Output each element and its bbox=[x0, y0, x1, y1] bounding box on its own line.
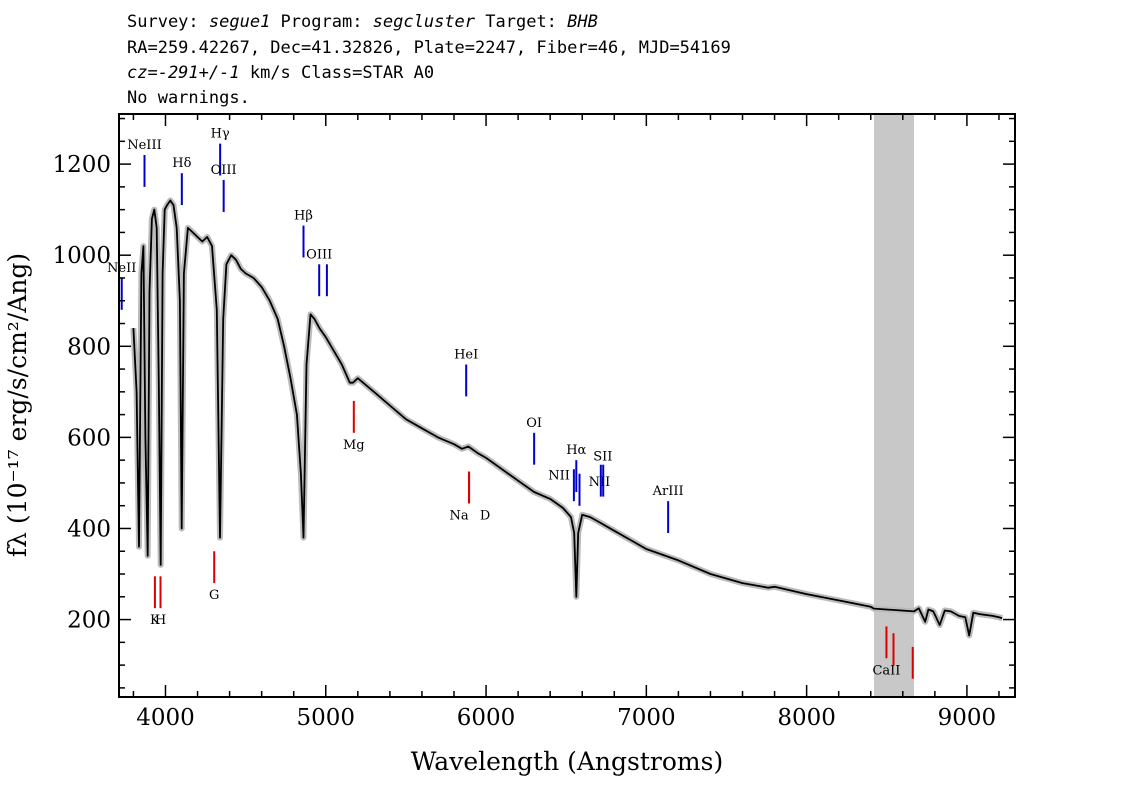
spectral-line-label: OIII bbox=[306, 247, 332, 262]
x-tick-label: 9000 bbox=[938, 705, 997, 731]
emission-absorption-lines: NeII NeIII Hδ Hγ OIII Hβ OIII HeI OI NII Hα NII SII A… bbox=[107, 127, 914, 679]
header-segment: Survey: bbox=[127, 12, 209, 32]
x-axis-label: Wavelength (Angstroms) bbox=[411, 747, 723, 776]
x-tick-label: 6000 bbox=[457, 705, 516, 731]
spectral-line-label: CaII bbox=[872, 663, 900, 678]
spectral-line-label: G bbox=[209, 588, 219, 603]
x-tick-label: 8000 bbox=[777, 705, 836, 731]
header-line-3: cz=-291+/-1 km/s Class=STAR A0 bbox=[127, 63, 434, 83]
header-segment: km/s Class=STAR A0 bbox=[240, 63, 434, 83]
plot-frame bbox=[118, 113, 1016, 698]
header-segment: Target: bbox=[475, 12, 567, 32]
y-tick-label: 1200 bbox=[52, 152, 111, 178]
header-segment: Program: bbox=[270, 12, 372, 32]
x-tick-label: 5000 bbox=[296, 705, 355, 731]
spectral-line-label: Hδ bbox=[172, 156, 191, 171]
spectral-line-label: ArIII bbox=[652, 484, 684, 499]
spectral-line-label: SII bbox=[593, 450, 612, 465]
spectral-line-label: Hβ bbox=[294, 209, 313, 224]
spectral-line-label: OI bbox=[526, 416, 542, 431]
spectrum-line bbox=[132, 199, 1003, 637]
spectral-line-label: NeIII bbox=[127, 138, 161, 153]
spectral-line-label: Mg bbox=[343, 438, 365, 453]
spectral-line-label: NII bbox=[548, 468, 570, 483]
y-tick-label: 200 bbox=[67, 608, 111, 634]
header-line-4: No warnings. bbox=[127, 88, 250, 108]
x-tick-label: 7000 bbox=[617, 705, 676, 731]
spectral-line-label: HeI bbox=[454, 348, 478, 363]
spectral-line-label: Hα bbox=[566, 443, 586, 458]
y-tick-label: 400 bbox=[67, 516, 111, 542]
spectral-line-label: H bbox=[155, 613, 166, 628]
spectrum-error-band bbox=[130, 197, 1004, 639]
spectral-line-label: OIII bbox=[211, 163, 237, 178]
masked-region bbox=[873, 114, 915, 697]
header-segment: segcluster bbox=[373, 12, 476, 32]
spectral-line-label: NeII bbox=[107, 261, 136, 276]
spectral-line-label: Na bbox=[449, 508, 468, 523]
header-line-1: Survey: segue1 Program: segcluster Targe… bbox=[127, 12, 598, 32]
spectral-line-label: K bbox=[150, 613, 160, 628]
spectral-line-label: NII bbox=[589, 475, 611, 490]
y-tick-label: 1000 bbox=[52, 243, 111, 269]
axis-ticks: 4000 5000 6000 7000 8000 9000 200 400 600 800 1000… bbox=[52, 114, 1015, 731]
y-tick-label: 600 bbox=[67, 425, 111, 451]
spectral-line-label: D bbox=[480, 508, 490, 523]
x-tick-label: 4000 bbox=[136, 705, 195, 731]
header-segment: BHB bbox=[567, 12, 598, 32]
header-segment: segue1 bbox=[209, 12, 270, 32]
header-segment: cz=-291+/-1 bbox=[127, 63, 240, 83]
spectral-line-label: Hγ bbox=[211, 127, 230, 142]
y-axis-label: fλ (10⁻¹⁷ erg/s/cm²/Ang) bbox=[3, 253, 32, 557]
header-line-2: RA=259.42267, Dec=41.32826, Plate=2247, … bbox=[127, 38, 731, 58]
y-tick-label: 800 bbox=[67, 334, 111, 360]
